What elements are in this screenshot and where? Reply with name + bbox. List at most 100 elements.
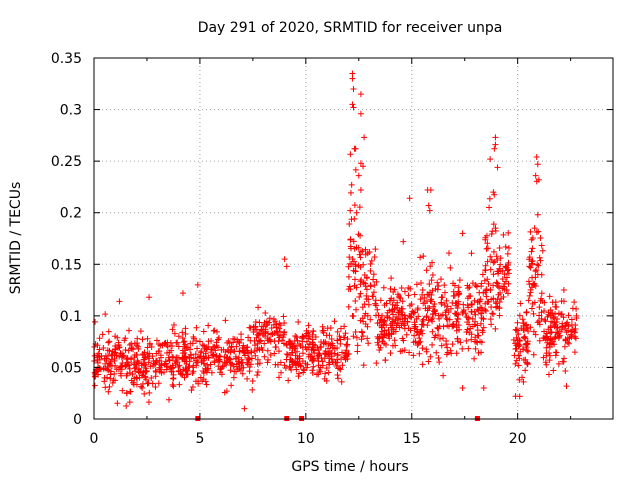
data-point: [419, 361, 426, 368]
data-point: [306, 340, 313, 347]
data-point: [111, 346, 118, 353]
data-point: [310, 328, 317, 335]
data-point: [376, 334, 383, 341]
data-point: [334, 337, 341, 344]
data-point: [370, 293, 377, 300]
data-point: [220, 362, 227, 369]
data-point: [414, 342, 421, 349]
data-point: [145, 359, 152, 366]
data-point: [215, 363, 222, 370]
data-point: [176, 381, 183, 388]
data-point: [202, 350, 209, 357]
data-point: [191, 335, 198, 342]
data-point: [367, 267, 374, 274]
data-point: [527, 264, 534, 271]
data-point: [449, 341, 456, 348]
data-point: [479, 329, 486, 336]
data-point: [563, 329, 570, 336]
data-point: [111, 357, 118, 364]
data-point: [288, 349, 295, 356]
data-point: [449, 321, 456, 328]
data-point: [362, 246, 369, 253]
data-point: [491, 191, 498, 198]
data-point: [399, 312, 406, 319]
data-point: [365, 296, 372, 303]
data-point: [179, 355, 186, 362]
data-point: [106, 338, 113, 345]
data-point: [392, 302, 399, 309]
data-point: [503, 274, 510, 281]
data-point: [443, 315, 450, 322]
data-point: [364, 312, 371, 319]
data-point: [538, 315, 545, 322]
data-point: [399, 298, 406, 305]
data-point: [174, 359, 181, 366]
data-point: [157, 366, 164, 373]
data-point: [358, 336, 365, 343]
data-point: [342, 330, 349, 337]
data-point: [200, 328, 207, 335]
data-point: [230, 363, 237, 370]
data-point: [368, 257, 375, 264]
data-point: [556, 328, 563, 335]
data-point: [351, 215, 358, 222]
data-point: [530, 310, 537, 317]
data-point: [524, 360, 531, 367]
data-point: [387, 285, 394, 292]
data-point: [293, 334, 300, 341]
data-point: [128, 345, 135, 352]
data-point: [264, 359, 271, 366]
data-point: [305, 322, 312, 329]
data-point: [105, 339, 112, 346]
data-point: [102, 384, 109, 391]
data-point: [499, 267, 506, 274]
data-point: [526, 263, 533, 270]
data-point: [181, 338, 188, 345]
data-point: [552, 303, 559, 310]
data-point: [551, 334, 558, 341]
data-point: [417, 254, 424, 261]
data-point: [323, 351, 330, 358]
data-point: [528, 248, 535, 255]
data-point: [266, 315, 273, 322]
data-point: [164, 343, 171, 350]
data-point: [93, 368, 100, 375]
data-point: [169, 342, 176, 349]
data-point-outlier: [349, 75, 356, 82]
data-point: [515, 352, 522, 359]
data-point: [512, 340, 519, 347]
data-point: [287, 356, 294, 363]
data-point: [497, 255, 504, 262]
data-point: [163, 366, 170, 373]
data-point: [188, 387, 195, 394]
data-point: [382, 357, 389, 364]
data-point: [429, 271, 436, 278]
data-point: [221, 353, 228, 360]
data-point: [383, 300, 390, 307]
data-point-outlier: [357, 160, 364, 167]
data-point: [493, 279, 500, 286]
data-point: [482, 308, 489, 315]
data-point: [523, 347, 530, 354]
data-point: [401, 322, 408, 329]
data-point: [406, 302, 413, 309]
data-point: [252, 352, 259, 359]
data-point: [538, 309, 545, 316]
data-point: [121, 337, 128, 344]
data-point: [300, 369, 307, 376]
data-point: [488, 256, 495, 263]
data-point: [152, 367, 159, 374]
data-point: [548, 312, 555, 319]
data-point: [464, 295, 471, 302]
data-point: [299, 350, 306, 357]
data-point: [535, 262, 542, 269]
data-point: [119, 353, 126, 360]
data-point: [484, 299, 491, 306]
data-point: [276, 374, 283, 381]
data-point: [416, 335, 423, 342]
data-point-outlier: [532, 172, 539, 179]
data-point: [487, 253, 494, 260]
data-point: [463, 337, 470, 344]
data-point: [274, 328, 281, 335]
data-point: [471, 355, 478, 362]
